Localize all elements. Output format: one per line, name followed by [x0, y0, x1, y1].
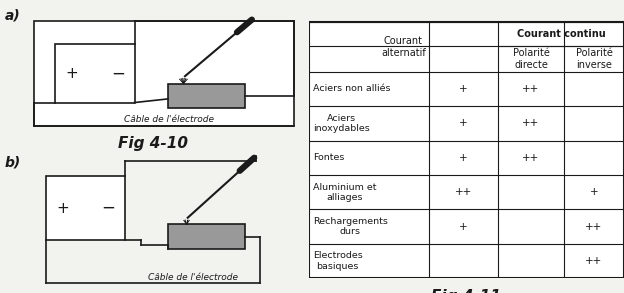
Text: ++: ++: [455, 187, 472, 197]
Text: −: −: [102, 199, 115, 217]
Text: Fontes: Fontes: [313, 153, 344, 162]
Bar: [168, 224, 245, 249]
Text: ++: ++: [522, 84, 540, 94]
Text: ++: ++: [585, 256, 603, 266]
Text: Polarité
inverse: Polarité inverse: [575, 48, 613, 70]
Text: Aluminium et
alliages: Aluminium et alliages: [313, 183, 376, 202]
Text: +: +: [459, 153, 467, 163]
Text: Aciers
inoxydables: Aciers inoxydables: [313, 114, 369, 133]
Text: Fig 4-10: Fig 4-10: [118, 136, 188, 151]
Text: Polarité
directe: Polarité directe: [512, 48, 550, 70]
Text: a): a): [4, 9, 21, 23]
Text: Courant continu: Courant continu: [517, 29, 605, 39]
Text: b): b): [4, 155, 21, 169]
Text: Fig 4-11: Fig 4-11: [431, 289, 502, 293]
Text: −: −: [111, 64, 125, 82]
Text: Câble de l'électrode: Câble de l'électrode: [148, 273, 238, 282]
Text: Rechargements
durs: Rechargements durs: [313, 217, 388, 236]
Text: +: +: [459, 222, 467, 232]
Text: +: +: [56, 200, 69, 216]
Text: ++: ++: [522, 118, 540, 128]
Text: Electrodes
basiques: Electrodes basiques: [313, 251, 363, 271]
Text: +: +: [459, 118, 467, 128]
Text: +: +: [590, 187, 598, 197]
Bar: [168, 84, 245, 108]
Text: ++: ++: [585, 222, 603, 232]
Text: Courant
alternatif: Courant alternatif: [381, 36, 426, 58]
Text: ++: ++: [522, 153, 540, 163]
Text: +: +: [66, 66, 78, 81]
Text: +: +: [459, 84, 467, 94]
Text: Câble de l'électrode: Câble de l'électrode: [124, 115, 214, 124]
Bar: [55, 44, 135, 103]
Text: Aciers non alliés: Aciers non alliés: [313, 84, 390, 93]
Bar: [34, 21, 293, 126]
Bar: [46, 176, 125, 240]
